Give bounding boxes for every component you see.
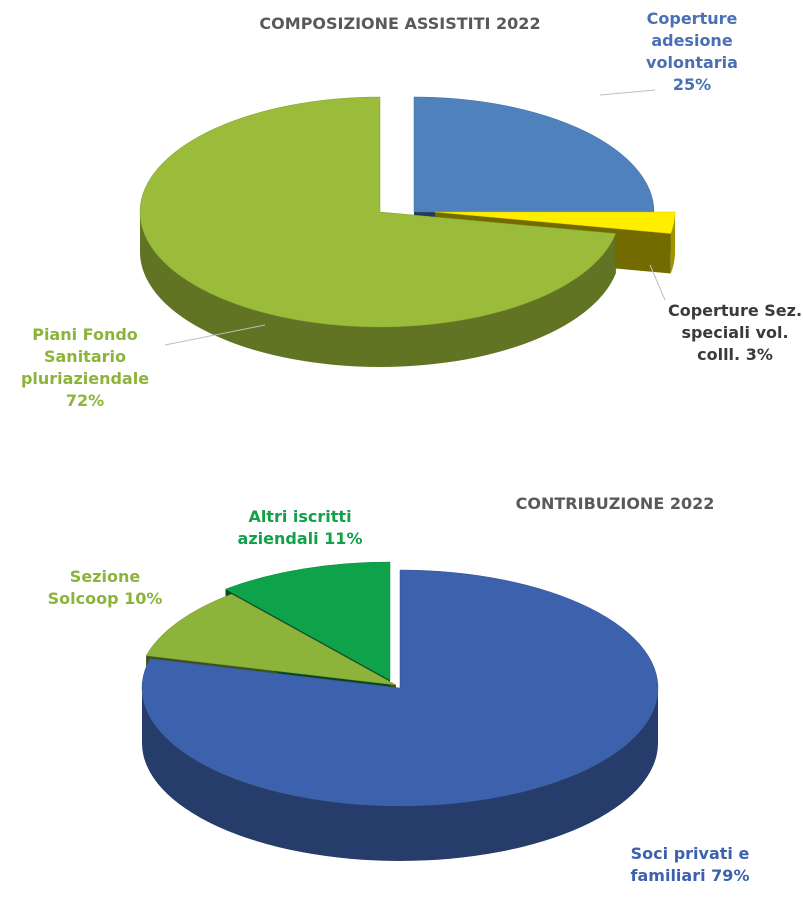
leader-line — [599, 89, 656, 96]
slice-label: Sezione Solcoop 10% — [40, 566, 170, 610]
slice-value-label: 11% — [324, 529, 363, 548]
slice-label: Piani Fondo Sanitario pluriaziendale 72% — [0, 324, 170, 412]
slice-category: Coperture adesione volontaria — [646, 9, 738, 72]
slice — [145, 593, 397, 686]
slice-label: Coperture adesione volontaria 25% — [627, 8, 757, 96]
slice-category: Coperture Sez. speciali vol. colll. — [667, 301, 803, 364]
slice-value-label: 25% — [672, 75, 712, 94]
leader-line — [649, 264, 666, 301]
leader-line — [164, 324, 266, 346]
slice — [139, 96, 617, 328]
pie-tops — [139, 96, 676, 328]
slice-category: Altri iscritti aziendali — [237, 507, 352, 548]
slice-side — [142, 688, 658, 861]
slice — [141, 569, 659, 807]
pie — [139, 96, 676, 368]
slice-side — [140, 212, 616, 368]
slice — [434, 211, 676, 234]
slice — [224, 561, 391, 681]
pie-sides — [142, 688, 658, 861]
slice-value-label: 10% — [124, 589, 163, 608]
slice-label: Soci privati e familiari 79% — [620, 843, 760, 887]
slice-label: Coperture Sez. speciali vol. colll. 3% — [665, 300, 803, 366]
slice-label: Altri iscritti aziendali 11% — [215, 506, 385, 550]
pie-sides — [140, 212, 675, 368]
slice-category: Soci privati e familiari — [630, 844, 750, 885]
slice — [413, 96, 655, 213]
chart-title: CONTRIBUZIONE 2022 — [515, 494, 715, 513]
slice-category: Sezione Solcoop — [47, 567, 141, 608]
slice-value-label: 3% — [745, 345, 773, 364]
chart-title: COMPOSIZIONE ASSISTITI 2022 — [259, 14, 541, 33]
slice-value-label: 79% — [711, 866, 750, 885]
pie — [141, 561, 659, 861]
slice-category: Piani Fondo Sanitario pluriaziendale — [20, 325, 150, 388]
slice-value-label: 72% — [65, 391, 105, 410]
pie-tops — [141, 561, 659, 807]
slice-side — [670, 212, 675, 274]
